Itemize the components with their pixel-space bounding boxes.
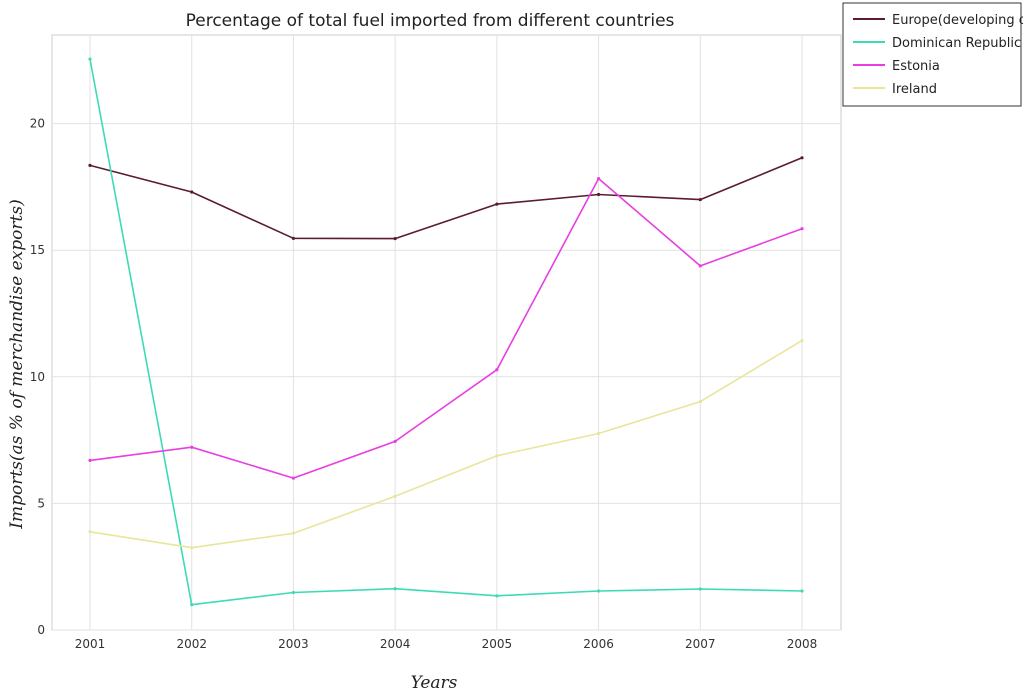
- x-tick-label: 2004: [380, 637, 411, 651]
- series-lines: [88, 57, 804, 607]
- data-point: [190, 190, 194, 194]
- data-point: [190, 603, 194, 607]
- x-tick-label: 2003: [278, 637, 309, 651]
- x-tick-label: 2008: [787, 637, 818, 651]
- data-point: [800, 227, 804, 231]
- legend-entry: Estonia: [892, 59, 940, 74]
- legend-entry: Europe(developing only): [892, 13, 1023, 28]
- data-point: [495, 594, 499, 598]
- data-point: [88, 458, 92, 462]
- chart-title: Percentage of total fuel imported from d…: [186, 11, 675, 31]
- data-point: [88, 530, 92, 534]
- data-point: [800, 339, 804, 343]
- x-axis-label: Years: [411, 673, 458, 693]
- x-tick-label: 2005: [482, 637, 513, 651]
- data-point: [698, 400, 702, 404]
- data-point: [800, 156, 804, 160]
- legend: Europe(developing only) Dominican Republi…: [842, 2, 1023, 107]
- data-point: [698, 264, 702, 268]
- data-point: [596, 176, 601, 181]
- y-gridlines: [52, 123, 841, 631]
- data-point: [190, 445, 194, 449]
- x-tick-label: 2007: [685, 637, 716, 651]
- data-point: [190, 546, 194, 550]
- data-point: [800, 589, 804, 593]
- data-point: [596, 192, 601, 197]
- series-line-1: [89, 58, 803, 606]
- data-point: [698, 197, 702, 202]
- x-tick-labels: 2001 2002 2003 2004 2005 2006 2007 2008: [75, 637, 818, 651]
- x-tick-label: 2002: [176, 637, 207, 651]
- y-tick-labels: 0 5 10 15 20: [30, 117, 45, 637]
- series-line-2: [89, 177, 803, 479]
- x-tick-label: 2001: [75, 637, 106, 651]
- data-point: [495, 368, 499, 372]
- data-point: [393, 236, 397, 241]
- x-tick-label: 2006: [583, 637, 614, 651]
- series-line-3: [89, 339, 803, 549]
- data-point: [88, 163, 92, 167]
- legend-entry: Dominican Republic: [892, 36, 1021, 51]
- plot-area: 2001 2002 2003 2004 2005 2006 2007 2008 0 5 10 15 2…: [30, 34, 842, 651]
- series-line-0: [89, 157, 803, 240]
- y-tick-label: 20: [30, 117, 45, 131]
- data-point: [393, 439, 397, 443]
- legend-entry: Ireland: [892, 82, 937, 97]
- y-axis-label: Imports(as % of merchandise exports): [7, 199, 27, 529]
- data-point: [291, 531, 296, 535]
- y-tick-label: 10: [30, 370, 45, 384]
- data-point: [698, 587, 702, 591]
- data-point: [393, 494, 397, 498]
- data-point: [495, 202, 499, 206]
- data-point: [596, 431, 601, 436]
- y-tick-label: 0: [37, 623, 45, 637]
- data-point: [291, 236, 296, 240]
- data-point: [88, 57, 92, 61]
- data-point: [393, 587, 397, 591]
- data-point: [495, 454, 499, 458]
- data-point: [291, 476, 296, 480]
- y-tick-label: 5: [37, 496, 45, 510]
- data-point: [291, 590, 296, 595]
- y-tick-label: 15: [30, 243, 45, 257]
- data-point: [596, 589, 601, 593]
